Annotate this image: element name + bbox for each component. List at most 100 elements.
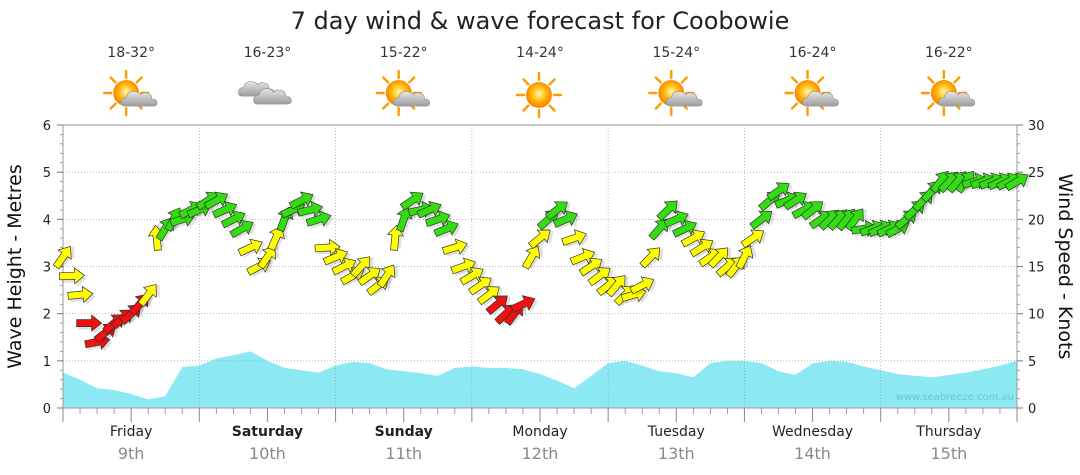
- right-tick-label: 15: [1028, 261, 1045, 276]
- wind-arrow: [783, 191, 810, 212]
- wind-arrow-shape: [357, 267, 381, 287]
- wind-arrow: [521, 245, 544, 270]
- right-tick-label: 20: [1028, 213, 1045, 228]
- wind-arrow-shape: [663, 210, 689, 228]
- wind-arrow: [468, 276, 495, 297]
- wind-arrow-shape: [707, 247, 729, 269]
- x-axis: [62, 408, 1018, 422]
- wind-arrow: [749, 210, 776, 231]
- wind-arrow-shape: [349, 256, 371, 279]
- wind-arrow-shape: [433, 219, 459, 237]
- wind-arrow-shape: [220, 210, 246, 229]
- wind-arrow-shape: [441, 238, 468, 256]
- wind-arrow-shape: [322, 248, 349, 266]
- sun-shape: [648, 69, 695, 117]
- wind-arrow: [433, 219, 462, 239]
- wind-arrow-shape: [800, 201, 824, 221]
- temperature-range: 16-22°: [925, 45, 973, 61]
- wind-arrow-shape: [314, 238, 341, 257]
- sun-shape: [102, 69, 150, 117]
- wind-arrow: [441, 238, 471, 257]
- temperature-range: 14-24°: [516, 45, 564, 61]
- wind-arrow-shape: [656, 200, 678, 222]
- wind-arrow-shape: [203, 191, 229, 210]
- wind-arrow-shape: [267, 225, 285, 252]
- wind-arrow-shape: [476, 286, 500, 306]
- wind-arrow: [587, 267, 614, 288]
- wind-arrow: [544, 201, 571, 222]
- wind-arrow-shape: [783, 191, 807, 211]
- wind-arrow: [510, 295, 538, 315]
- left-tick-label: 0: [43, 402, 51, 417]
- wind-arrow: [67, 285, 96, 306]
- day-saturday: 16-23° Saturday 10th: [232, 45, 303, 463]
- day-label: Tuesday: [647, 424, 705, 440]
- wind-arrow-shape: [510, 295, 536, 313]
- wind-arrow-shape: [67, 285, 94, 304]
- day-friday: 18-32° Friday 9th: [102, 45, 158, 463]
- wind-arrow-shape: [257, 245, 277, 270]
- wind-arrow: [680, 229, 708, 249]
- date-label: 12th: [522, 444, 559, 463]
- right-tick-label: 30: [1028, 119, 1045, 134]
- wind-arrow-shape: [288, 191, 314, 210]
- day-label: Sunday: [375, 424, 433, 440]
- left-tick-label: 4: [43, 213, 51, 228]
- wind-arrow: [735, 245, 757, 270]
- wind-arrow-shape: [578, 257, 603, 277]
- wind-arrow-shape: [137, 283, 157, 307]
- wind-arrow-shape: [211, 200, 238, 219]
- wind-arrow-shape: [587, 267, 611, 287]
- wind-arrow: [203, 191, 231, 212]
- day-label: Saturday: [232, 424, 303, 440]
- wind-arrow: [552, 210, 581, 230]
- wind-arrow-shape: [629, 276, 655, 295]
- right-tick-label: 25: [1028, 166, 1045, 181]
- sun-shape: [375, 69, 422, 117]
- wind-arrow: [76, 314, 104, 335]
- wind-arrow: [137, 283, 160, 307]
- date-label: 11th: [385, 444, 422, 463]
- wind-arrow-shape: [672, 219, 697, 238]
- temperature-range: 15-22°: [380, 45, 428, 61]
- wind-arrow-shape: [735, 245, 754, 270]
- cloudy-icon: [238, 81, 292, 105]
- temperature-range: 16-24°: [789, 45, 837, 61]
- day-sunday: 15-22° Sunday 11th: [375, 45, 433, 463]
- sun-shape: [784, 69, 831, 117]
- day-label: Friday: [110, 424, 152, 440]
- date-label: 15th: [930, 444, 967, 463]
- day-label: Wednesday: [772, 424, 853, 440]
- day-thursday: 16-22° Thursday 15th: [915, 45, 981, 463]
- wind-arrow: [237, 238, 266, 258]
- wind-arrow: [527, 229, 554, 250]
- wind-arrow: [357, 267, 384, 287]
- partly-cloudy-icon: [102, 69, 158, 117]
- sun-shape: [920, 69, 968, 117]
- wind-arrow-shape: [544, 201, 568, 221]
- wind-arrow-shape: [639, 247, 661, 269]
- right-tick-label: 0: [1028, 402, 1036, 417]
- wind-arrow: [305, 210, 334, 229]
- left-axis-title: Wave Height - Metres: [4, 164, 26, 368]
- partly-cloudy-icon: [375, 69, 430, 117]
- wind-arrow-shape: [376, 264, 396, 289]
- wind-arrows: [52, 170, 1032, 352]
- wind-arrow: [349, 256, 374, 279]
- wind-arrow-shape: [740, 229, 765, 249]
- wind-arrow: [766, 182, 793, 203]
- wind-arrow: [229, 219, 257, 240]
- temperature-range: 16-23°: [244, 45, 292, 61]
- left-tick-label: 1: [43, 355, 51, 370]
- wind-arrow: [399, 191, 427, 212]
- partly-cloudy-icon: [648, 69, 703, 117]
- wind-arrow-shape: [605, 275, 626, 298]
- wind-arrow-shape: [1004, 172, 1029, 192]
- left-tick-label: 6: [43, 119, 51, 134]
- wind-arrow-shape: [76, 314, 103, 332]
- wind-arrow: [707, 247, 732, 269]
- right-axis: 0 5 10 15 20 25 30: [1017, 119, 1045, 417]
- sun-shape: [515, 71, 563, 119]
- right-axis-title: Wind Speed - Knots: [1054, 174, 1076, 360]
